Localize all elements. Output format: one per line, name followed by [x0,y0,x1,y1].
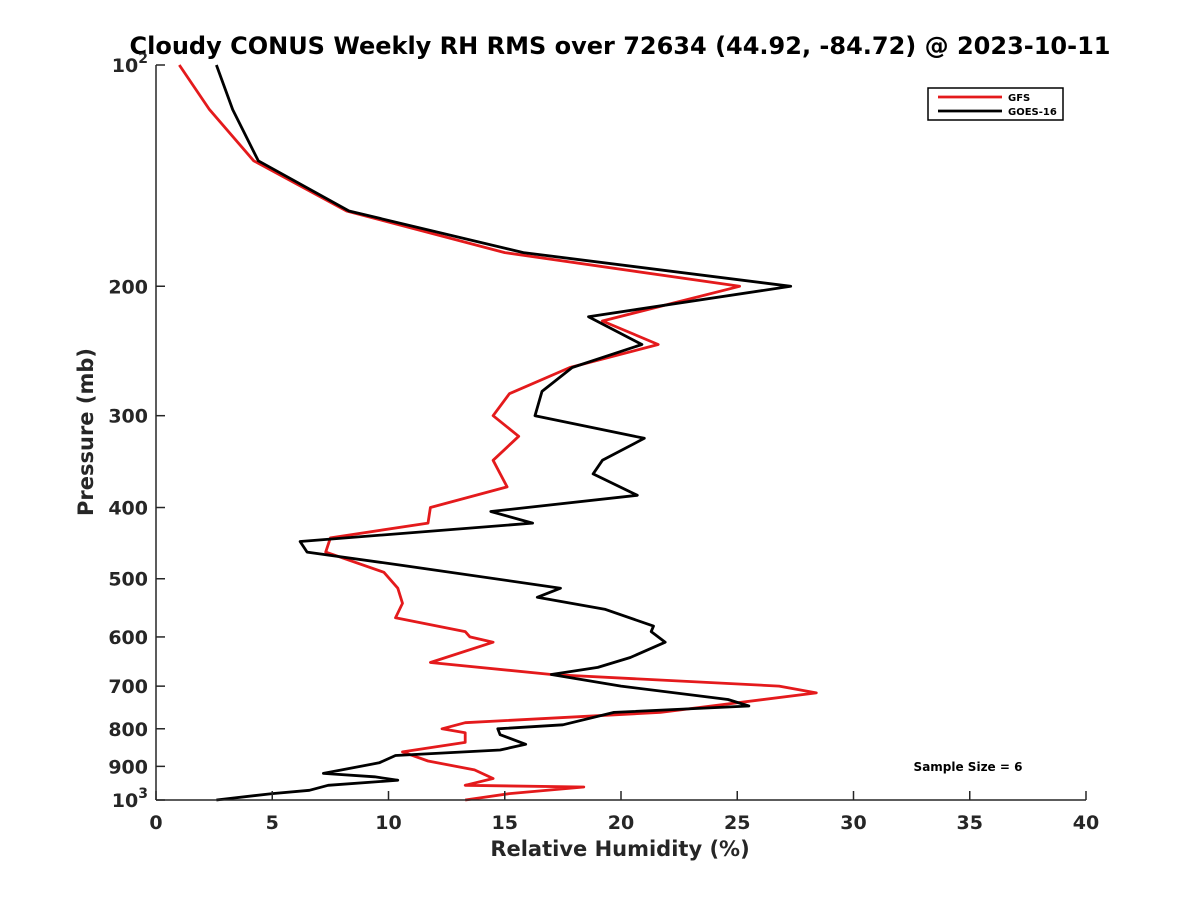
x-axis-label: Relative Humidity (%) [490,837,749,861]
y-tick-label: 900 [108,756,148,778]
x-tick-label: 35 [957,812,983,834]
x-tick-label: 15 [492,812,518,834]
y-axis-label: Pressure (mb) [74,348,98,516]
series-line-gfs [178,64,818,802]
series-line-goes-16 [215,64,793,802]
y-tick-label: 400 [108,498,148,520]
y-tick-label: 103 [112,786,148,812]
y-tick-label: 500 [108,569,148,591]
chart-title: Cloudy CONUS Weekly RH RMS over 72634 (4… [130,32,1111,60]
legend-entry-goes-16: GOES-16 [1008,107,1057,118]
x-tick-label: 30 [840,812,866,834]
x-axis-ticks: 0 5 10 15 20 25 30 35 40 [149,791,1099,834]
y-tick-label: 700 [108,676,148,698]
y-tick-label: 800 [108,719,148,741]
legend: GFS GOES-16 [927,87,1064,121]
x-tick-label: 20 [608,812,634,834]
x-tick-label: 5 [266,812,279,834]
y-tick-label: 600 [108,627,148,649]
legend-box [927,87,1064,121]
x-tick-label: 40 [1073,812,1099,834]
y-tick-label: 300 [108,406,148,428]
x-tick-label: 10 [375,812,401,834]
plot-area [155,64,1086,802]
y-tick-label: 200 [108,276,148,298]
x-tick-label: 25 [724,812,750,834]
x-tick-label: 0 [149,812,162,834]
y-tick-label: 102 [112,51,148,77]
legend-entry-gfs: GFS [1008,93,1030,104]
y-axis-ticks: 102 200 300 400 500 600 700 800 900 103 [108,51,165,812]
sample-size-annotation: Sample Size = 6 [914,760,1023,774]
